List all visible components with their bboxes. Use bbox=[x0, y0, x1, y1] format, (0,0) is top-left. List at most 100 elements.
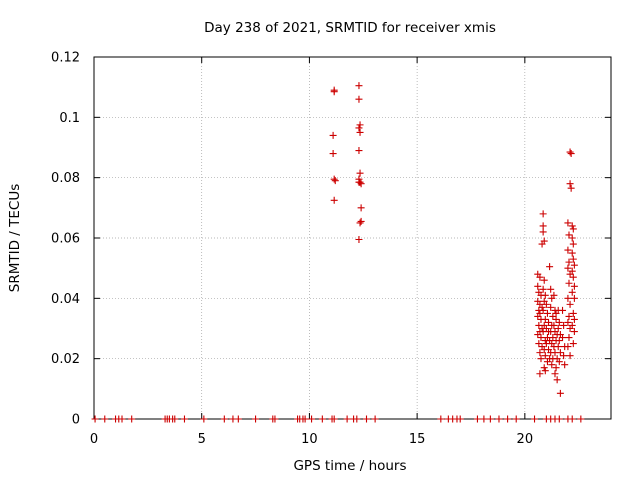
data-point bbox=[554, 343, 562, 351]
data-point bbox=[568, 234, 576, 242]
data-point bbox=[371, 415, 379, 423]
data-point bbox=[536, 370, 544, 378]
data-point bbox=[551, 370, 559, 378]
data-point bbox=[553, 376, 561, 384]
data-point bbox=[560, 321, 568, 329]
x-tick-label: 0 bbox=[90, 432, 98, 447]
data-point bbox=[555, 318, 563, 326]
data-point bbox=[180, 415, 188, 423]
data-point bbox=[542, 300, 550, 308]
data-point bbox=[566, 352, 574, 360]
data-point bbox=[355, 147, 363, 155]
data-point bbox=[546, 263, 554, 271]
data-point bbox=[473, 415, 481, 423]
data-point bbox=[570, 282, 578, 290]
data-point bbox=[330, 88, 338, 96]
data-point bbox=[504, 415, 512, 423]
data-point bbox=[564, 318, 572, 326]
data-point bbox=[355, 178, 363, 186]
data-point bbox=[539, 228, 547, 236]
data-point bbox=[552, 315, 560, 323]
data-point bbox=[541, 315, 549, 323]
data-point bbox=[128, 415, 136, 423]
data-point bbox=[565, 334, 573, 342]
data-point bbox=[545, 318, 553, 326]
data-point bbox=[547, 285, 555, 293]
x-tick-label: 15 bbox=[409, 432, 426, 447]
y-tick-label: 0.12 bbox=[51, 51, 80, 66]
data-point bbox=[568, 222, 576, 230]
data-point bbox=[570, 294, 578, 302]
data-point bbox=[541, 291, 549, 299]
y-axis-title: SRMTID / TECUs bbox=[7, 184, 23, 292]
data-point bbox=[568, 288, 576, 296]
data-point bbox=[330, 175, 338, 183]
data-point bbox=[118, 415, 126, 423]
x-tick-label: 5 bbox=[198, 432, 206, 447]
data-point bbox=[437, 415, 445, 423]
data-point bbox=[495, 415, 503, 423]
data-point bbox=[559, 306, 567, 314]
data-point bbox=[566, 148, 574, 156]
data-point bbox=[550, 291, 558, 299]
data-point bbox=[569, 309, 577, 317]
data-point bbox=[534, 282, 542, 290]
data-point bbox=[540, 364, 548, 372]
data-point bbox=[556, 389, 564, 397]
data-point bbox=[540, 276, 548, 284]
y-tick-label: 0.04 bbox=[51, 292, 80, 307]
data-point bbox=[547, 303, 555, 311]
x-axis-title: GPS time / hours bbox=[293, 458, 406, 474]
data-point bbox=[271, 415, 279, 423]
data-point bbox=[534, 331, 542, 339]
data-point bbox=[536, 349, 544, 357]
data-point bbox=[565, 312, 573, 320]
data-point bbox=[539, 285, 547, 293]
data-point bbox=[331, 177, 339, 185]
data-point bbox=[566, 300, 574, 308]
data-point bbox=[567, 184, 575, 192]
x-tick-label: 20 bbox=[517, 432, 534, 447]
data-point bbox=[539, 222, 547, 230]
data-point bbox=[101, 415, 109, 423]
data-point bbox=[356, 128, 364, 136]
data-point bbox=[569, 240, 577, 248]
data-point bbox=[534, 312, 542, 320]
data-point bbox=[355, 95, 363, 103]
data-point bbox=[356, 169, 364, 177]
data-point bbox=[569, 340, 577, 348]
data-point bbox=[353, 415, 361, 423]
data-point bbox=[568, 415, 576, 423]
data-point bbox=[568, 321, 576, 329]
data-point bbox=[549, 312, 557, 320]
data-point bbox=[539, 210, 547, 218]
data-point bbox=[171, 415, 179, 423]
data-point bbox=[569, 225, 577, 233]
y-tick-label: 0.08 bbox=[51, 171, 80, 186]
data-point bbox=[329, 131, 337, 139]
data-point bbox=[559, 334, 567, 342]
y-tick-label: 0.1 bbox=[59, 111, 80, 126]
data-point bbox=[569, 255, 577, 263]
data-point bbox=[543, 309, 551, 317]
data-point bbox=[537, 355, 545, 363]
data-point bbox=[512, 415, 520, 423]
data-point bbox=[538, 303, 546, 311]
data-point bbox=[577, 415, 585, 423]
data-point bbox=[555, 358, 563, 366]
data-point bbox=[554, 325, 562, 332]
y-tick-label: 0.06 bbox=[51, 232, 80, 247]
data-point bbox=[567, 150, 575, 158]
data-point bbox=[570, 328, 578, 336]
data-point bbox=[301, 415, 309, 423]
chart-title: Day 238 of 2021, SRMTID for receiver xmi… bbox=[204, 20, 496, 36]
data-point bbox=[566, 180, 574, 188]
data-point bbox=[568, 267, 576, 275]
data-point bbox=[564, 264, 572, 272]
data-point bbox=[556, 349, 564, 357]
data-point bbox=[355, 82, 363, 90]
data-point bbox=[330, 196, 338, 204]
data-point bbox=[564, 343, 572, 351]
data-point bbox=[357, 217, 365, 225]
